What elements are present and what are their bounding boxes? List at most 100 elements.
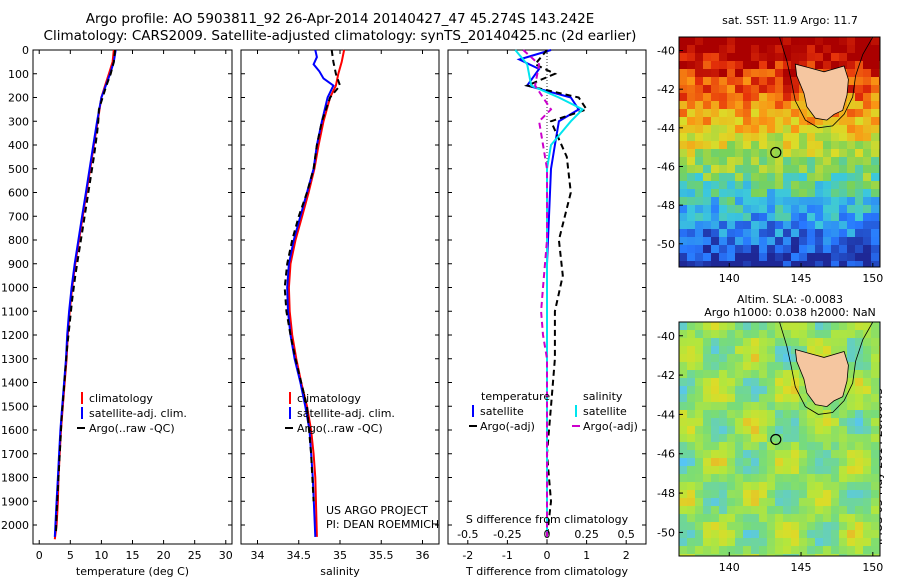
map-cell xyxy=(807,482,816,491)
map-cell xyxy=(687,53,696,62)
map-cell xyxy=(823,37,832,46)
map-cell xyxy=(727,538,736,547)
map-cell xyxy=(727,466,736,475)
map-cell xyxy=(783,322,792,331)
map-cell xyxy=(871,125,880,134)
map-cell xyxy=(863,221,872,230)
map-cell xyxy=(783,237,792,246)
map-cell xyxy=(847,402,856,411)
map-cell xyxy=(751,418,760,427)
map-cell xyxy=(679,61,688,70)
map-cell xyxy=(775,458,784,467)
map-cell xyxy=(791,197,800,206)
map-cell xyxy=(863,237,872,246)
map-cell xyxy=(687,261,696,267)
map-cell xyxy=(831,426,840,435)
map-cell xyxy=(759,506,768,515)
map-cell xyxy=(679,394,688,403)
map-cell xyxy=(719,253,728,262)
map-cell xyxy=(735,221,744,230)
map-cell xyxy=(711,77,720,86)
lat-tick-label: -46 xyxy=(657,160,675,173)
map-cell xyxy=(791,133,800,142)
map-cell xyxy=(815,221,824,230)
map-cell xyxy=(863,181,872,190)
map-cell xyxy=(751,498,760,507)
map-cell xyxy=(703,157,712,166)
map-cell xyxy=(735,229,744,238)
map-cell xyxy=(775,386,784,395)
map-cell xyxy=(847,53,856,62)
map-cell xyxy=(711,37,720,46)
map-cell xyxy=(735,245,744,254)
map-cell xyxy=(839,490,848,499)
map-cell xyxy=(831,514,840,523)
map-cell xyxy=(719,101,728,110)
map-cell xyxy=(703,165,712,174)
map-cell xyxy=(711,498,720,507)
map-cell xyxy=(871,506,880,515)
map-cell xyxy=(791,213,800,222)
map-cell xyxy=(735,546,744,555)
map-cell xyxy=(799,165,808,174)
map-cell xyxy=(695,346,704,355)
map-cell xyxy=(703,546,712,555)
map-cell xyxy=(751,402,760,411)
map-cell xyxy=(871,538,880,547)
map-cell xyxy=(775,173,784,182)
map-cell xyxy=(687,394,696,403)
map-cell xyxy=(687,378,696,387)
series-line-climatology xyxy=(53,49,115,540)
map-cell xyxy=(735,522,744,531)
map-cell xyxy=(807,253,816,262)
map-cell xyxy=(727,482,736,491)
map-cell xyxy=(743,197,752,206)
map-cell xyxy=(735,530,744,539)
map-cell xyxy=(839,442,848,451)
map-cell xyxy=(695,37,704,46)
map-cell xyxy=(711,149,720,158)
map-cell xyxy=(791,546,800,555)
map-cell xyxy=(815,213,824,222)
map-cell xyxy=(815,450,824,459)
map-cell xyxy=(871,474,880,483)
map-cell xyxy=(871,197,880,206)
x-tick-label: 10 xyxy=(94,549,108,562)
map-cell xyxy=(711,482,720,491)
map-cell xyxy=(831,522,840,531)
map-cell xyxy=(751,109,760,118)
map-cell xyxy=(743,378,752,387)
map-cell xyxy=(751,229,760,238)
map-cell xyxy=(775,394,784,403)
map-cell xyxy=(807,426,816,435)
map-cell xyxy=(679,506,688,515)
map-cell xyxy=(735,165,744,174)
map-cell xyxy=(743,165,752,174)
map-cell xyxy=(727,133,736,142)
map-cell xyxy=(735,410,744,419)
map-cell xyxy=(679,237,688,246)
map-cell xyxy=(759,149,768,158)
map-cell xyxy=(711,458,720,467)
map-cell xyxy=(855,141,864,150)
map-cell xyxy=(687,189,696,198)
map-cell xyxy=(791,261,800,267)
map-cell xyxy=(863,165,872,174)
x-tick-label: -2 xyxy=(462,549,473,562)
map-cell xyxy=(815,181,824,190)
map-cell xyxy=(687,474,696,483)
map-cell xyxy=(871,53,880,62)
map-cell xyxy=(799,261,808,267)
map-cell xyxy=(767,322,776,331)
map-cell xyxy=(863,354,872,363)
map-cell xyxy=(687,466,696,475)
map-cell xyxy=(831,37,840,46)
map-cell xyxy=(823,165,832,174)
series-line-satellite-adj-clim- xyxy=(53,49,117,537)
map-cell xyxy=(815,426,824,435)
map-cell xyxy=(695,213,704,222)
map-cell xyxy=(831,546,840,555)
map-cell xyxy=(831,498,840,507)
map-cell xyxy=(679,157,688,166)
